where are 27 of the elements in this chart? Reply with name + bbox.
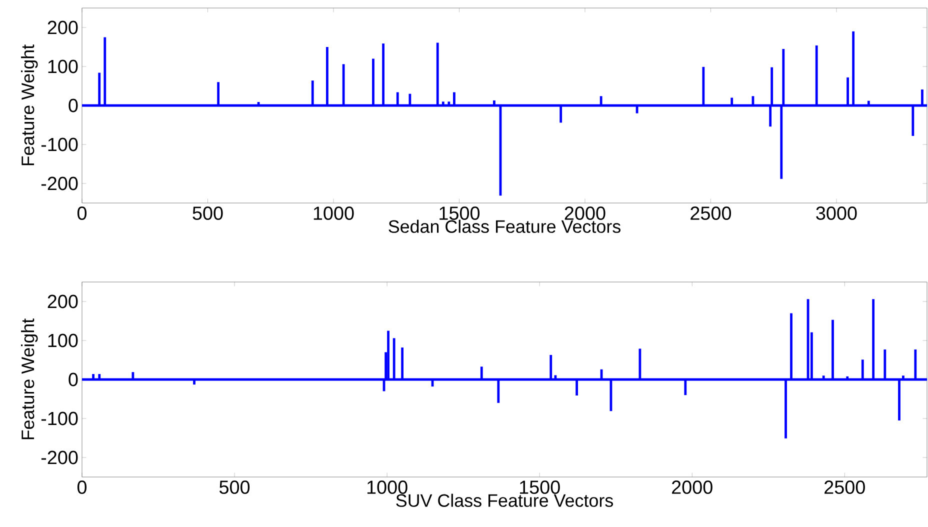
x-tick-label: 500 <box>219 480 250 494</box>
y-tick-label: -100 <box>41 412 78 426</box>
x-tick-label: 3000 <box>816 206 857 220</box>
x-axis-title: SUV Class Feature Vectors <box>396 494 613 507</box>
y-tick-label: 100 <box>48 334 78 348</box>
y-tick-label: -200 <box>41 450 78 464</box>
x-tick-label: 2000 <box>564 206 606 220</box>
y-tick-label: -200 <box>41 176 78 190</box>
y-tick-label: 0 <box>68 372 78 386</box>
x-tick-label: 2500 <box>690 206 732 220</box>
x-tick-label: 500 <box>192 206 223 220</box>
x-tick-label: 1500 <box>520 480 560 494</box>
x-tick-label: 2500 <box>824 480 865 494</box>
x-tick-label: 0 <box>77 206 87 220</box>
y-tick-label: 0 <box>68 98 78 112</box>
x-tick-label: 0 <box>77 480 87 494</box>
x-tick-label: 1000 <box>367 480 408 494</box>
x-tick-label: 1500 <box>440 206 480 220</box>
y-tick-label: 100 <box>48 60 78 74</box>
x-tick-label: 2000 <box>672 480 712 494</box>
y-tick-label: 200 <box>48 294 78 308</box>
y-axis-title: Feature Weight <box>21 318 38 440</box>
x-axis-title: Sedan Class Feature Vectors <box>388 220 620 233</box>
y-tick-label: 200 <box>48 20 78 34</box>
y-axis-title: Feature Weight <box>21 44 38 166</box>
y-tick-label: -100 <box>41 138 78 152</box>
x-tick-label: 1000 <box>314 206 354 220</box>
